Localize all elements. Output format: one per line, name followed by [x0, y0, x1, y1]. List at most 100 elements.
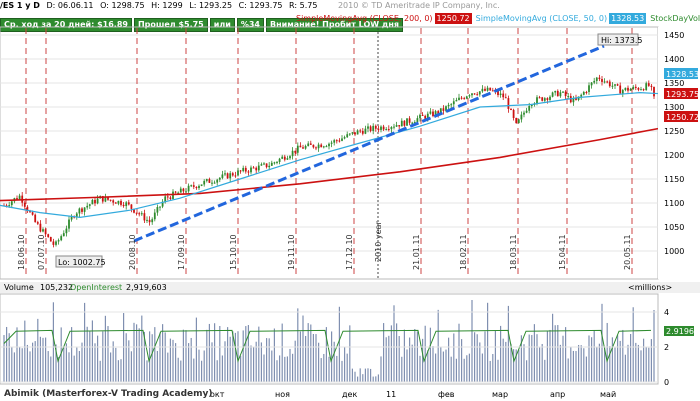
candle-body — [408, 118, 411, 123]
price-tick: 1350 — [664, 79, 684, 88]
units-label: <millions> — [628, 283, 672, 292]
candle-body — [156, 207, 159, 213]
study-volume-label[interactable]: StockDayVol (2 — [650, 14, 700, 23]
candle-body — [419, 114, 421, 119]
time-axis[interactable] — [0, 385, 700, 401]
date-labels: 18.06.10 07.07.10 20.08.10 17.09.10 15.10.10… — [17, 234, 632, 270]
candle-body — [424, 115, 427, 119]
candle-body — [203, 180, 206, 185]
candle-body — [523, 112, 525, 115]
candle-body — [112, 200, 115, 203]
candle-body — [172, 191, 174, 199]
trendline[interactable] — [133, 44, 605, 243]
candle-body — [361, 130, 364, 134]
candle-body — [179, 188, 182, 193]
candle-body — [369, 126, 372, 131]
candle-body — [213, 182, 216, 184]
candle-body — [68, 219, 70, 229]
candle-body — [161, 201, 164, 207]
candle-body — [291, 150, 294, 157]
candle-body — [393, 126, 395, 128]
candle-body — [185, 191, 187, 193]
candle-body — [107, 197, 109, 200]
candle-body — [398, 125, 401, 127]
candle-body — [234, 175, 237, 177]
candle-body — [247, 171, 250, 173]
candle-body — [619, 85, 622, 94]
month-label: апр — [550, 390, 565, 399]
candle-body — [572, 98, 575, 103]
candle-body — [465, 96, 468, 99]
candle-body — [608, 81, 611, 87]
candle-body — [510, 109, 512, 111]
candle-body — [325, 146, 328, 148]
price-tick: 1400 — [664, 55, 684, 64]
candle-body — [23, 202, 26, 207]
quote-header: /ES 1 y D D: 06.06.11 O: 1298.75 H: 1299… — [0, 0, 700, 11]
close-value: C: 1293.75 — [238, 1, 283, 10]
candle-body — [354, 132, 356, 135]
candle-body — [226, 173, 229, 179]
candle-body — [416, 118, 419, 123]
candle-body — [276, 161, 278, 163]
oi-label: OpenInterest — [70, 283, 122, 292]
alert-avg-range: Ср. ход за 20 дней: $16.89 — [0, 18, 132, 32]
price-tick: 1000 — [664, 247, 684, 256]
volume-axis-ticks: 4 2 0 — [0, 308, 669, 387]
sma50-line — [0, 91, 659, 219]
candle-body — [146, 219, 148, 221]
candle-body — [504, 97, 507, 99]
high-value: H: 1299 — [151, 1, 183, 10]
candle-body — [517, 119, 520, 124]
candle-body — [138, 213, 141, 215]
date-dividers — [25, 28, 633, 278]
candle-body — [624, 87, 627, 91]
candle-body — [289, 156, 291, 159]
candle-body — [629, 89, 632, 91]
candle-body — [39, 223, 42, 232]
hi-label: Hi: 1373.5 — [601, 36, 642, 45]
candle-body — [143, 213, 146, 221]
hi-label-box — [597, 33, 639, 46]
alert-bar: Ср. ход за 20 дней: $16.89 Прошел $5.75 ил… — [0, 12, 405, 32]
candle-body — [447, 104, 450, 107]
open-value: O: 1298.75 — [100, 1, 145, 10]
candle-body — [650, 85, 653, 87]
candle-body — [94, 199, 96, 204]
candle-body — [515, 117, 518, 124]
copyright-watermark: 2010 © TD Ameritrade IP Company, Inc. — [337, 1, 500, 10]
candle-body — [621, 90, 624, 94]
candle-body — [281, 156, 284, 159]
candle-body — [400, 120, 403, 127]
candle-body — [133, 208, 135, 213]
candle-body — [122, 204, 125, 207]
candle-body — [60, 236, 63, 241]
sma200-tag-text: 1250.72 — [666, 113, 699, 122]
study-sma200-label[interactable]: SimpleMovingAvg (CLOSE, 200, 0) — [296, 14, 433, 23]
date-label: 15.10.10 — [229, 234, 238, 270]
candle-body — [512, 109, 515, 118]
candle-body — [26, 206, 29, 211]
candle-body — [525, 110, 528, 113]
last-price-tag-text: 1293.75 — [666, 90, 699, 99]
candle-body — [437, 111, 440, 115]
date-label: 17.09.10 — [177, 234, 186, 270]
study-sma50-label[interactable]: SimpleMovingAvg (CLOSE, 50, 0) — [475, 14, 608, 23]
candle-body — [96, 198, 99, 204]
candle-body — [101, 196, 104, 202]
lo-label: Lo: 1002.75 — [58, 258, 106, 267]
candle-body — [489, 87, 492, 91]
price-tick: 1250 — [664, 127, 684, 136]
volume-tick: 2 — [664, 343, 669, 352]
candle-body — [16, 198, 18, 200]
candle-body — [476, 94, 479, 96]
symbol-label[interactable]: /ES 1 y D — [0, 1, 40, 10]
candle-body — [268, 165, 271, 168]
date-label: 18.06.10 — [17, 234, 26, 270]
candle-body — [382, 126, 385, 130]
candle-body — [653, 86, 655, 97]
date-label: 20.05.11 — [623, 234, 632, 270]
month-label: 11 — [386, 390, 396, 399]
